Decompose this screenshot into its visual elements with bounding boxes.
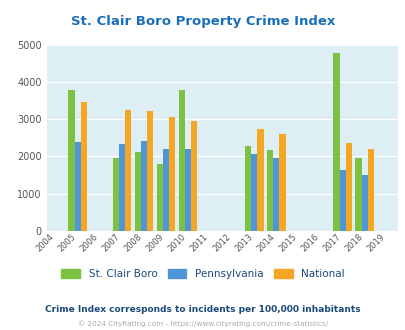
Bar: [156, 164, 162, 231]
Bar: [266, 150, 273, 231]
Bar: [68, 90, 75, 231]
Bar: [361, 176, 367, 231]
Bar: [134, 152, 141, 231]
Bar: [367, 149, 373, 231]
Bar: [81, 102, 87, 231]
Bar: [75, 142, 81, 231]
Text: St. Clair Boro Property Crime Index: St. Clair Boro Property Crime Index: [70, 15, 335, 28]
Bar: [141, 141, 147, 231]
Bar: [345, 143, 351, 231]
Bar: [191, 121, 197, 231]
Text: Crime Index corresponds to incidents per 100,000 inhabitants: Crime Index corresponds to incidents per…: [45, 305, 360, 314]
Text: © 2024 CityRating.com - https://www.cityrating.com/crime-statistics/: © 2024 CityRating.com - https://www.city…: [78, 320, 327, 327]
Bar: [245, 146, 251, 231]
Bar: [273, 158, 279, 231]
Bar: [185, 149, 191, 231]
Bar: [168, 117, 175, 231]
Bar: [162, 149, 168, 231]
Bar: [118, 144, 125, 231]
Bar: [112, 157, 118, 231]
Bar: [251, 154, 257, 231]
Bar: [279, 134, 285, 231]
Bar: [257, 129, 263, 231]
Legend: St. Clair Boro, Pennsylvania, National: St. Clair Boro, Pennsylvania, National: [57, 265, 348, 283]
Bar: [178, 90, 185, 231]
Bar: [147, 111, 153, 231]
Bar: [125, 110, 131, 231]
Bar: [355, 157, 361, 231]
Bar: [339, 170, 345, 231]
Bar: [333, 53, 339, 231]
